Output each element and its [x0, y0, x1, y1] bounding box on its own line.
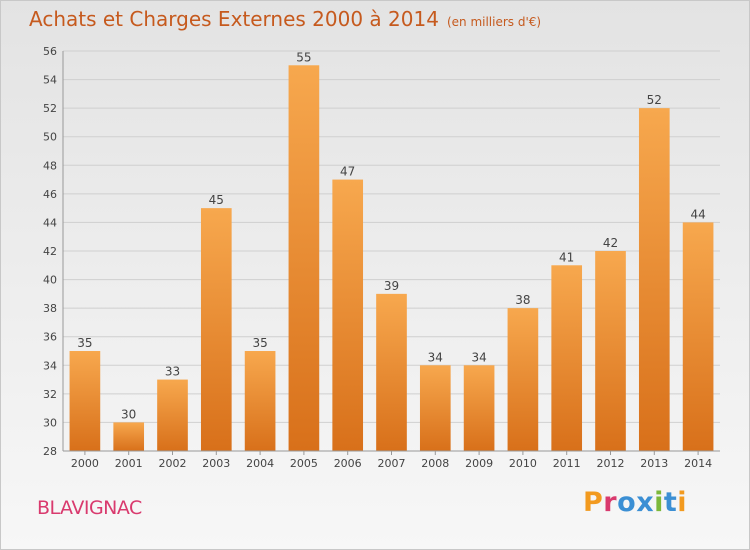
y-tick-label: 32 — [43, 388, 57, 401]
y-tick-label: 34 — [43, 359, 57, 372]
bar-value-label: 39 — [384, 279, 399, 293]
x-tick-label: 2010 — [509, 457, 537, 470]
y-tick-label: 50 — [43, 131, 57, 144]
bar — [332, 179, 364, 452]
x-tick-label: 2006 — [334, 457, 362, 470]
bar-value-label: 45 — [209, 193, 224, 207]
bar-value-label: 41 — [559, 250, 574, 264]
title-text: Achats et Charges Externes 2000 à 2014 — [29, 7, 439, 31]
bar-value-label: 34 — [428, 350, 443, 364]
y-tick-label: 46 — [43, 188, 57, 201]
y-tick-label: 48 — [43, 159, 57, 172]
bar-value-label: 35 — [77, 336, 92, 350]
bar — [113, 422, 145, 451]
x-tick-label: 2003 — [202, 457, 230, 470]
x-tick-label: 2004 — [246, 457, 274, 470]
bar — [288, 65, 320, 452]
logo-letter: P — [583, 487, 604, 518]
y-tick-label: 30 — [43, 416, 57, 429]
y-tick-label: 54 — [43, 74, 57, 87]
bar-value-label: 44 — [690, 207, 705, 221]
bar-value-label: 38 — [515, 293, 530, 307]
x-tick-label: 2002 — [159, 457, 187, 470]
x-tick-label: 2000 — [71, 457, 99, 470]
logo-letter: x — [636, 487, 655, 518]
bar-value-label: 55 — [296, 50, 311, 64]
bar — [682, 222, 714, 451]
x-tick-label: 2009 — [465, 457, 493, 470]
y-tick-label: 56 — [43, 45, 57, 58]
logo-letter: t — [663, 487, 678, 518]
place-name: BLAVIGNAC — [37, 497, 142, 519]
bar — [244, 351, 276, 451]
x-tick-label: 2012 — [597, 457, 625, 470]
x-tick-label: 2005 — [290, 457, 318, 470]
bar — [551, 265, 583, 451]
logo-letter: i — [677, 487, 688, 518]
x-tick-label: 2014 — [684, 457, 712, 470]
y-tick-label: 44 — [43, 216, 57, 229]
bar — [376, 293, 407, 451]
bar — [200, 208, 232, 451]
logo-letter: r — [603, 487, 618, 518]
bar — [638, 108, 670, 452]
bar — [157, 379, 188, 451]
bar — [595, 251, 626, 451]
bar-value-label: 47 — [340, 165, 355, 179]
x-tick-label: 2001 — [115, 457, 143, 470]
x-tick-label: 2013 — [640, 457, 668, 470]
x-tick-label: 2011 — [553, 457, 581, 470]
y-tick-label: 40 — [43, 274, 57, 287]
bar — [463, 365, 495, 451]
bar-value-label: 30 — [121, 407, 136, 421]
y-tick-label: 52 — [43, 102, 57, 115]
logo-letter: i — [654, 487, 664, 518]
bar — [419, 365, 451, 451]
bar-value-label: 34 — [471, 350, 486, 364]
y-tick-label: 38 — [43, 302, 57, 315]
x-tick-label: 2008 — [421, 457, 449, 470]
y-tick-label: 28 — [43, 445, 57, 458]
bar — [507, 308, 539, 451]
chart-title: Achats et Charges Externes 2000 à 2014 (e… — [29, 7, 541, 31]
bar-value-label: 35 — [252, 336, 267, 350]
y-tick-label: 42 — [43, 245, 57, 258]
chart-subtitle: (en milliers d'€) — [446, 15, 542, 29]
bar — [69, 351, 101, 451]
bar-value-label: 52 — [647, 93, 662, 107]
bar-value-label: 42 — [603, 236, 618, 250]
bar-value-label: 33 — [165, 365, 180, 379]
y-tick-label: 36 — [43, 331, 57, 344]
x-tick-label: 2007 — [378, 457, 406, 470]
proxiti-logo[interactable]: Proxiti — [583, 487, 687, 518]
logo-letter: o — [617, 487, 637, 518]
